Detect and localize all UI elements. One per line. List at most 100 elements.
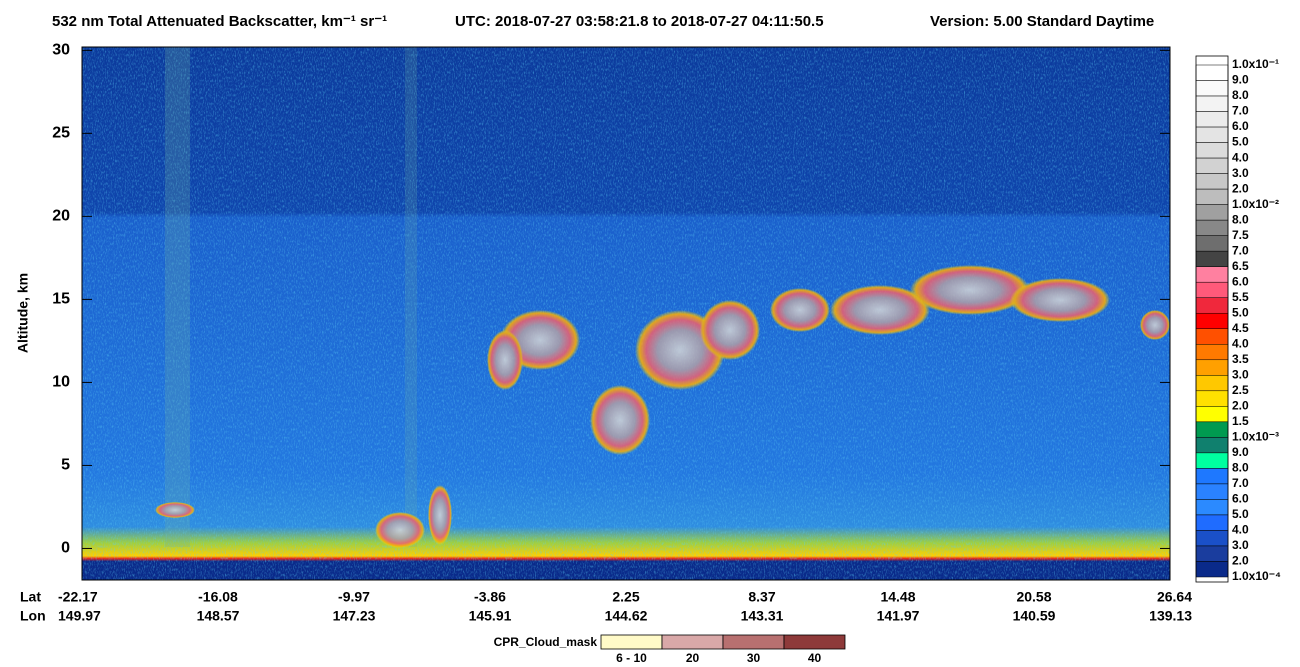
y-tick-label: 5 — [61, 457, 70, 474]
y-tick-label: 15 — [52, 291, 70, 308]
colorbar-swatch — [1195, 250, 1229, 267]
y-tick-label: 20 — [52, 208, 70, 225]
colorbar-swatch — [1195, 297, 1229, 314]
y-axis-label: Altitude, km — [15, 273, 31, 353]
lon-tick-label: 145.91 — [469, 608, 512, 624]
lon-tick-label: 140.59 — [1013, 608, 1056, 624]
time-range: UTC: 2018-07-27 03:58:21.8 to 2018-07-27… — [455, 13, 824, 30]
colorbar-swatch — [1195, 219, 1229, 236]
colorbar-swatch — [1195, 359, 1229, 376]
colorbar-swatch — [1195, 188, 1229, 205]
colorbar-swatch — [1195, 452, 1229, 469]
cpr-legend-label: 20 — [686, 651, 700, 665]
colorbar-swatch — [1195, 235, 1229, 252]
colorbar-label: 2.0 — [1232, 554, 1249, 568]
colorbar-swatch — [1195, 266, 1229, 283]
colorbar-label: 3.0 — [1232, 367, 1249, 381]
cloud — [375, 512, 425, 548]
cloud — [830, 285, 930, 335]
cloud — [428, 485, 452, 545]
colorbar-swatch — [1195, 95, 1229, 112]
lon-tick-label: 139.13 — [1149, 608, 1192, 624]
colorbar-label: 9.0 — [1232, 73, 1249, 87]
y-tick-label: 0 — [61, 540, 70, 557]
lat-label: Lat — [20, 589, 41, 605]
colorbar-swatch — [1195, 421, 1229, 438]
cloud — [700, 300, 760, 360]
colorbar-label: 1.0x10⁻³ — [1232, 430, 1279, 444]
cpr-legend-swatch — [661, 634, 724, 650]
colorbar-frame — [1195, 55, 1229, 583]
cloud — [1140, 310, 1170, 340]
colorbar-label: 4.5 — [1232, 321, 1249, 335]
backscatter-field — [82, 47, 1170, 580]
colorbar-label: 9.0 — [1232, 445, 1249, 459]
colorbar-swatch — [1195, 142, 1229, 159]
colorbar-swatch — [1195, 468, 1229, 485]
colorbar-swatch — [1195, 64, 1229, 81]
colorbar-label: 8.0 — [1232, 212, 1249, 226]
lat-tick-label: -3.86 — [474, 589, 506, 605]
colorbar-label: 7.0 — [1232, 104, 1249, 118]
lat-tick-label: -22.17 — [58, 589, 98, 605]
colorbar-swatch — [1195, 80, 1229, 97]
cpr-legend-swatch — [783, 634, 846, 650]
colorbar-label: 3.5 — [1232, 352, 1249, 366]
lat-tick-label: 8.37 — [748, 589, 775, 605]
colorbar-label: 2.5 — [1232, 383, 1249, 397]
colorbar-label: 2.0 — [1232, 399, 1249, 413]
y-tick-label: 25 — [52, 125, 70, 142]
noise-column — [165, 47, 190, 547]
colorbar-swatch — [1195, 344, 1229, 361]
colorbar-label: 4.0 — [1232, 523, 1249, 537]
colorbar-label: 5.5 — [1232, 290, 1249, 304]
cloud — [155, 502, 195, 518]
lat-tick-label: -9.97 — [338, 589, 370, 605]
cpr-legend-label: 30 — [747, 651, 761, 665]
lat-tick-label: 2.25 — [612, 589, 639, 605]
colorbar-label: 7.0 — [1232, 243, 1249, 257]
colorbar-label: 1.5 — [1232, 414, 1249, 428]
colorbar-swatch — [1195, 204, 1229, 221]
colorbar-label: 3.0 — [1232, 166, 1249, 180]
lat-tick-label: 14.48 — [880, 589, 915, 605]
lon-label: Lon — [20, 608, 46, 624]
cloud — [590, 385, 650, 455]
colorbar-swatch — [1195, 312, 1229, 330]
colorbar-swatch — [1195, 157, 1229, 174]
colorbar-label: 8.0 — [1232, 461, 1249, 475]
plot-frame — [81, 46, 1171, 581]
colorbar-swatch — [1195, 375, 1229, 392]
lon-tick-label: 141.97 — [877, 608, 920, 624]
colorbar-swatch — [1195, 530, 1229, 547]
lon-tick-label: 144.62 — [605, 608, 648, 624]
colorbar-swatch — [1195, 126, 1229, 143]
colorbar-swatch — [1195, 483, 1229, 500]
lat-tick-label: 20.58 — [1016, 589, 1051, 605]
colorbar-label: 6.0 — [1232, 119, 1249, 133]
cloud — [487, 330, 523, 390]
colorbar-swatch — [1195, 561, 1229, 578]
colorbar-label: 6.5 — [1232, 259, 1249, 273]
cloud — [1010, 278, 1110, 322]
colorbar-swatch — [1195, 281, 1229, 298]
lon-tick-label: 149.97 — [58, 608, 101, 624]
curtain-noise — [82, 47, 1170, 580]
colorbar-swatch — [1195, 173, 1229, 190]
colorbar-swatch — [1195, 499, 1229, 516]
colorbar-label: 7.5 — [1232, 228, 1249, 242]
colorbar-label: 1.0x10⁻¹ — [1232, 57, 1279, 71]
lon-tick-label: 148.57 — [197, 608, 240, 624]
colorbar-label: 5.0 — [1232, 135, 1249, 149]
cpr-legend-swatch — [600, 634, 663, 650]
lon-tick-label: 147.23 — [333, 608, 376, 624]
colorbar-label: 4.0 — [1232, 336, 1249, 350]
cpr-legend-label: 40 — [808, 651, 822, 665]
colorbar-label: 3.0 — [1232, 538, 1249, 552]
colorbar-label: 6.0 — [1232, 492, 1249, 506]
colorbar-label: 6.0 — [1232, 274, 1249, 288]
colorbar-label: 7.0 — [1232, 476, 1249, 490]
colorbar-swatch — [1195, 328, 1229, 345]
lat-tick-label: -16.08 — [198, 589, 238, 605]
